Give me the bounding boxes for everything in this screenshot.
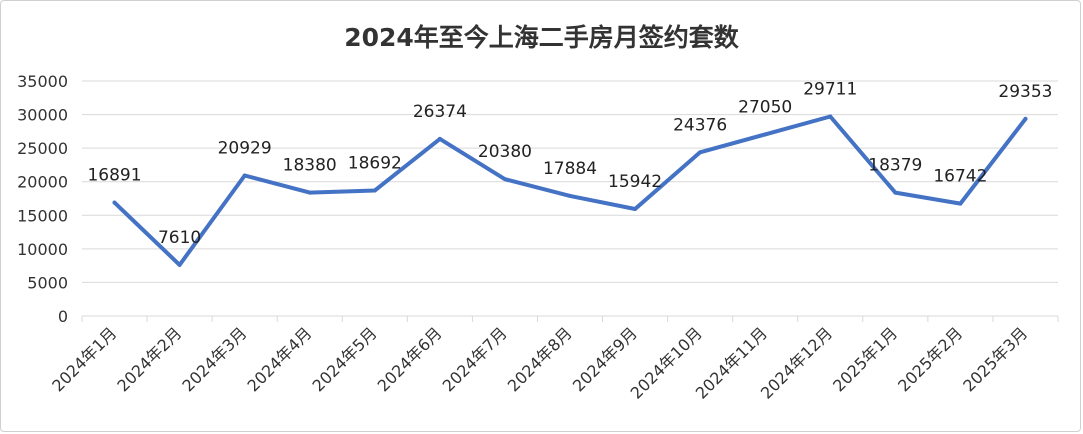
y-tick-label: 35000: [17, 72, 68, 91]
data-point: [112, 200, 117, 205]
y-tick-label: 15000: [17, 206, 68, 225]
data-label: 24376: [673, 115, 727, 135]
x-tick-label: 2025年2月: [894, 323, 966, 395]
data-point: [828, 114, 833, 119]
data-label: 16891: [87, 166, 141, 186]
x-tick-label: 2024年2月: [113, 323, 185, 395]
x-tick-label: 2025年3月: [959, 323, 1031, 395]
data-point: [437, 136, 442, 141]
x-tick-label: 2024年3月: [178, 323, 250, 395]
data-label: 29353: [998, 82, 1052, 102]
data-point: [893, 190, 898, 195]
data-point: [568, 193, 572, 198]
data-point: [177, 262, 182, 267]
data-point: [698, 150, 703, 155]
data-label: 17884: [543, 159, 597, 179]
data-point: [958, 201, 963, 206]
data-label: 29711: [803, 80, 857, 100]
data-label: 20929: [218, 138, 272, 158]
data-label: 26374: [413, 102, 467, 122]
data-point: [1023, 116, 1028, 121]
data-point: [242, 173, 247, 178]
y-tick-label: 30000: [17, 106, 68, 125]
x-tick-label: 2024年7月: [439, 323, 511, 395]
x-tick-label: 2024年8月: [504, 323, 576, 395]
data-point: [502, 177, 507, 182]
y-tick-label: 10000: [17, 240, 68, 259]
x-tick-label: 2024年1月: [48, 323, 120, 395]
x-tick-label: 2024年4月: [244, 323, 316, 395]
chart-title: 2024年至今上海二手房月签约套数: [344, 23, 739, 52]
y-tick-label: 5000: [27, 273, 68, 292]
y-tick-label: 25000: [17, 139, 68, 158]
data-label: 20380: [478, 142, 532, 162]
data-label: 18379: [868, 156, 922, 176]
data-label: 7610: [158, 228, 201, 248]
data-label: 18380: [283, 156, 337, 176]
data-point: [307, 190, 312, 195]
y-tick-label: 20000: [17, 173, 68, 192]
data-point: [763, 132, 768, 137]
data-point: [633, 206, 638, 211]
data-label: 18692: [348, 153, 402, 173]
data-label: 27050: [738, 97, 792, 117]
y-tick-label: 0: [58, 307, 68, 326]
x-tick-label: 2025年1月: [829, 323, 901, 395]
x-tick-label: 2024年5月: [309, 323, 381, 395]
data-point: [372, 188, 377, 193]
data-label: 16742: [933, 167, 987, 187]
data-label: 15942: [608, 172, 662, 192]
x-tick-label: 2024年6月: [374, 323, 446, 395]
